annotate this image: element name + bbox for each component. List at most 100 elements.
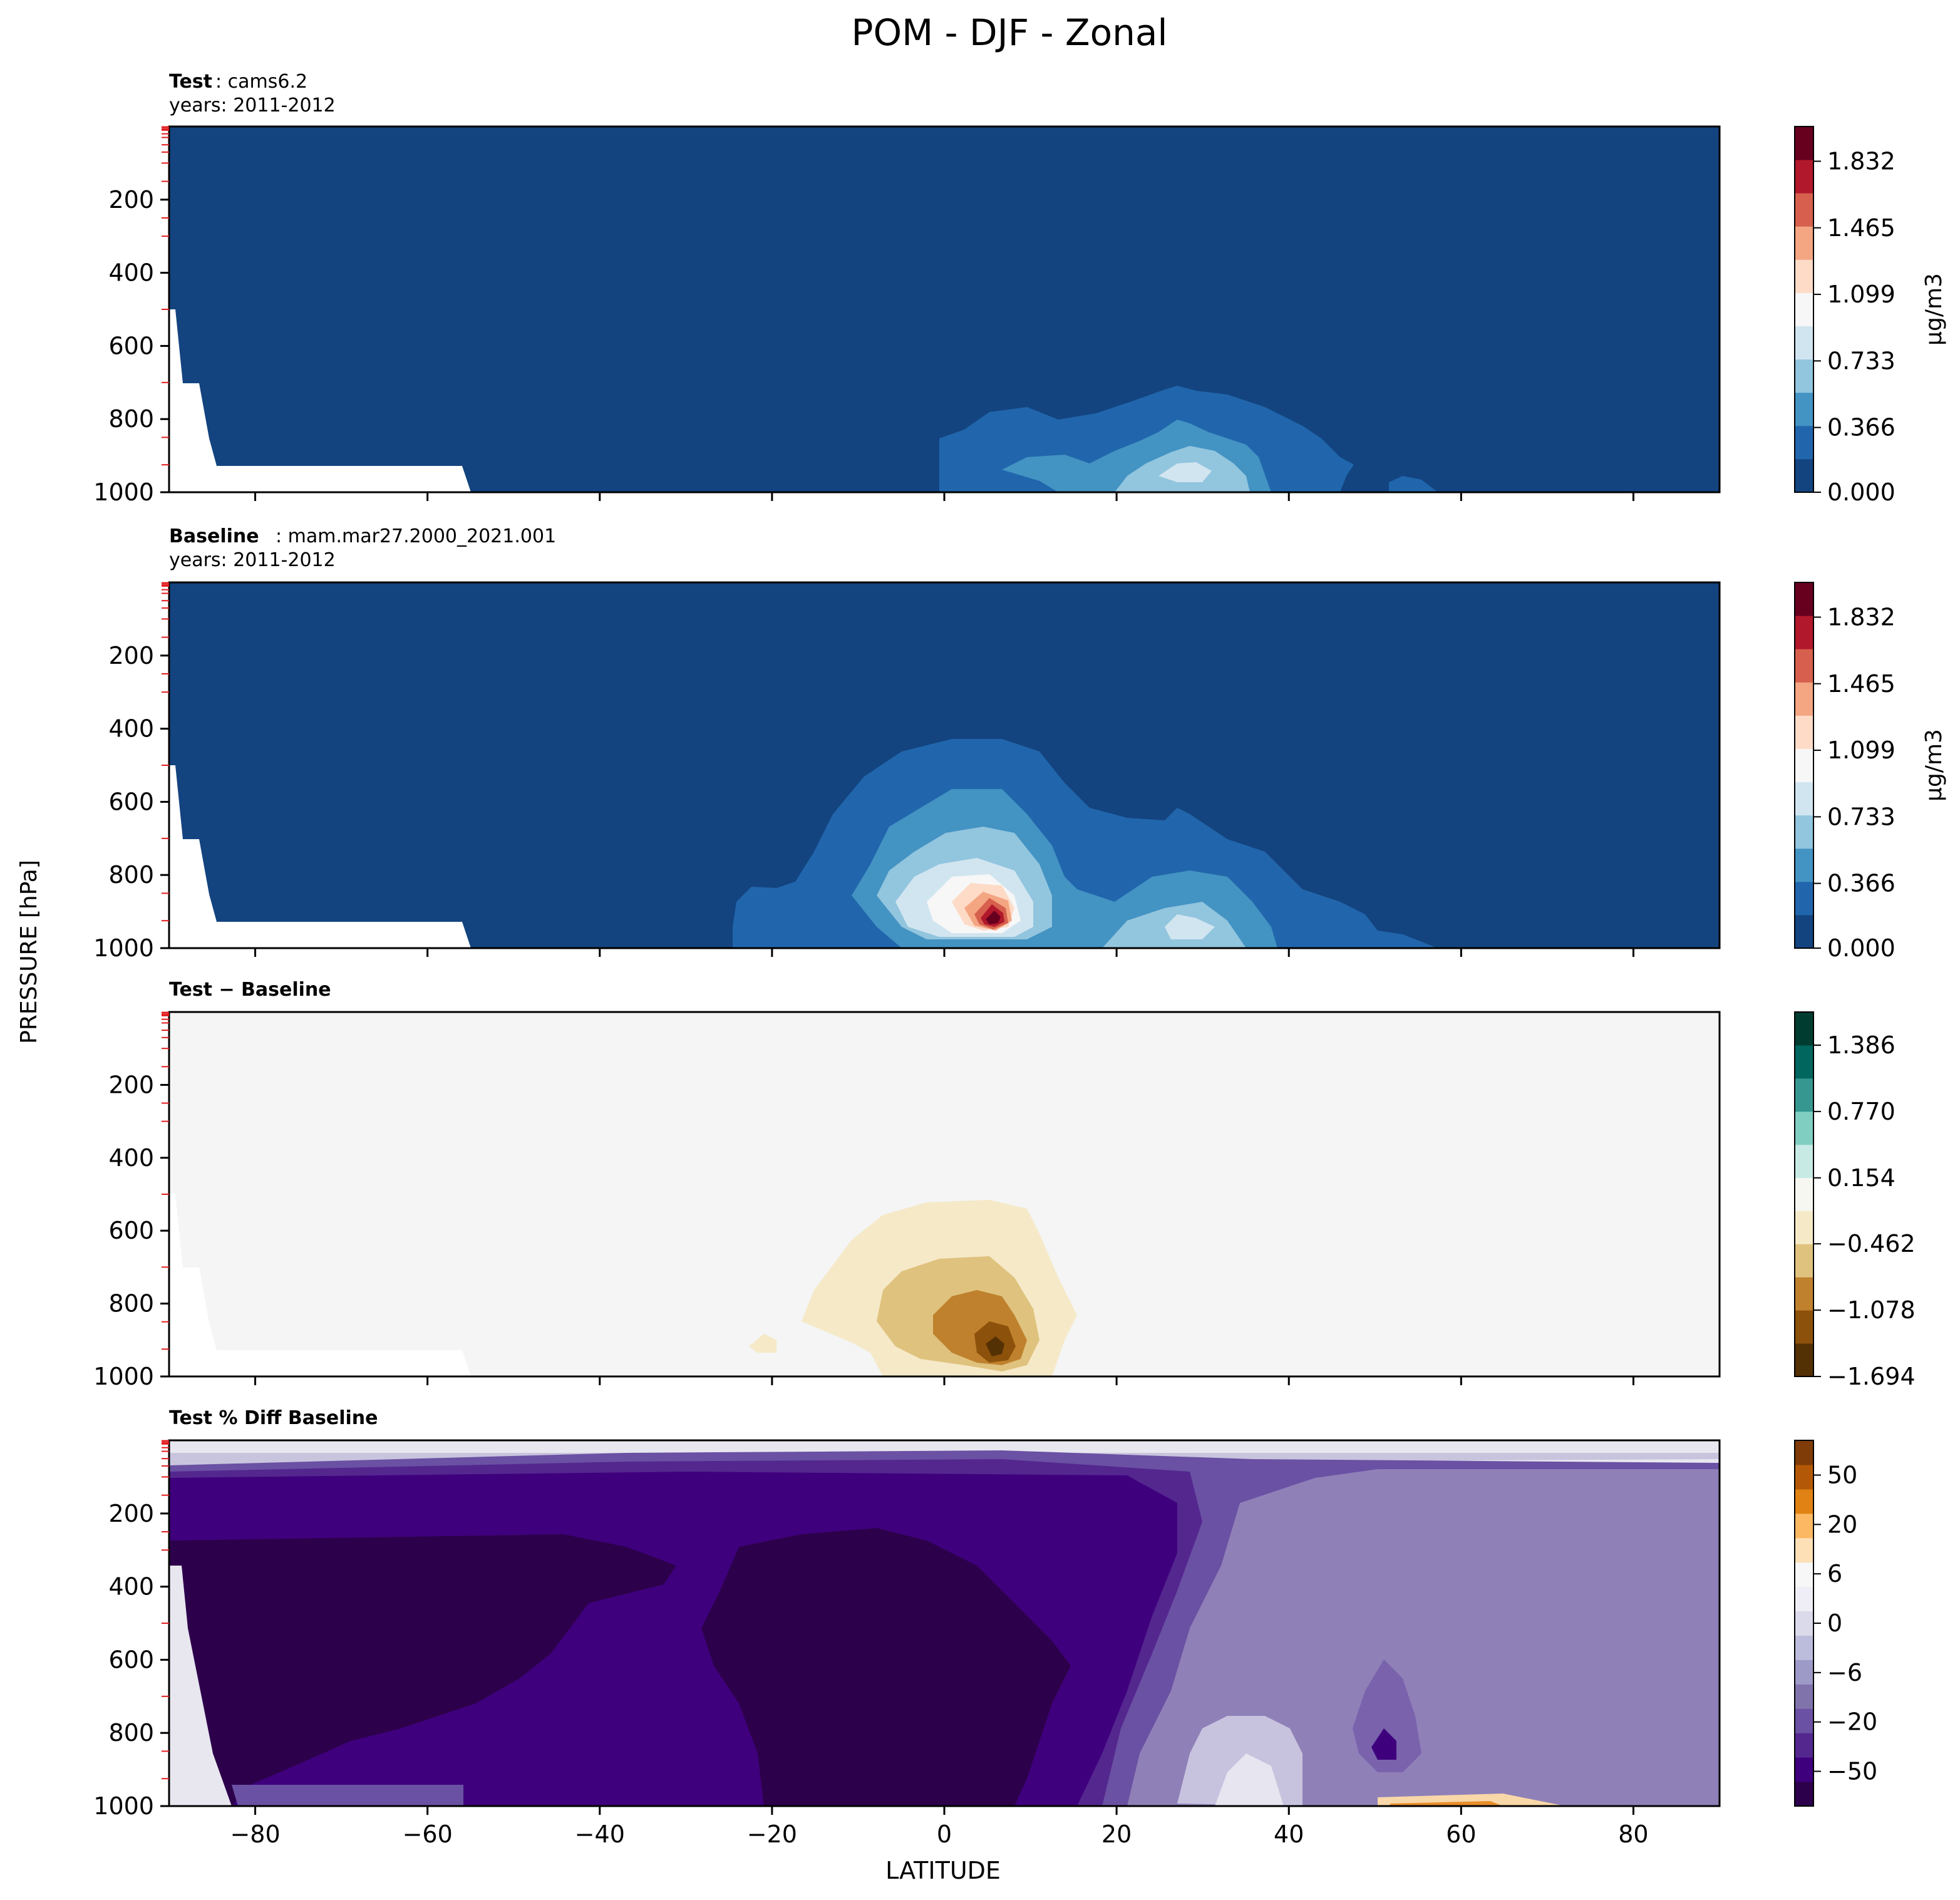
colorbars: 1.832 1.465 1.099 0.733 0.366 0.000 μg/m3 1.832…: [1794, 126, 1947, 1807]
x-tick-label: −60: [403, 1820, 453, 1848]
colorbar-segment: [1795, 715, 1813, 749]
colorbar-tick-label: 1.465: [1827, 214, 1896, 242]
colorbar-segment: [1795, 1277, 1813, 1311]
y-tick-label: 200: [108, 1071, 154, 1098]
colorbar-tick-label: −50: [1827, 1758, 1877, 1785]
y-tick-label: 600: [108, 332, 154, 359]
x-tick-label: 40: [1274, 1820, 1304, 1848]
panel-label-bold: Test − Baseline: [169, 979, 331, 1001]
colorbar-segment: [1795, 815, 1813, 849]
contour-plot: [169, 126, 1720, 492]
colorbar-segment: [1795, 193, 1813, 227]
colorbar-tick-label: −20: [1827, 1708, 1877, 1736]
axes-ticks: 2004006008001000200400600800100020040060…: [93, 126, 1649, 1848]
colorbar-segment: [1795, 649, 1813, 683]
colorbar-segment: [1795, 160, 1813, 194]
colorbar-segment: [1795, 1464, 1813, 1490]
panel-subtitle: years: 2011-2012: [169, 95, 336, 116]
colorbar-tick-label: 1.832: [1827, 603, 1896, 631]
colorbar-segment: [1795, 259, 1813, 293]
colorbar-segment: [1795, 458, 1813, 493]
colorbar-tick-label: 1.832: [1827, 147, 1896, 175]
panel-baseline: Baseline : mam.mar27.2000_2021.001 years…: [168, 525, 1721, 949]
x-tick-label: 60: [1446, 1820, 1476, 1848]
panel-difference: Test − Baseline: [168, 979, 1721, 1378]
colorbar-tick-label: 0.733: [1827, 803, 1896, 830]
colorbar-tick-label: 50: [1827, 1461, 1857, 1489]
colorbar-segment: [1795, 1489, 1813, 1514]
y-tick-label: 800: [108, 861, 154, 889]
colorbar-segment: [1795, 1757, 1813, 1782]
colorbar-segment: [1795, 1733, 1813, 1758]
colorbar-segment: [1795, 1144, 1813, 1179]
colorbar-segment: [1795, 1562, 1813, 1588]
colorbar-tick-label: 0.154: [1827, 1164, 1896, 1192]
colorbar-segment: [1795, 1611, 1813, 1636]
colorbar-segment: [1795, 848, 1813, 882]
x-tick-label: 20: [1101, 1820, 1132, 1848]
x-tick-label: 80: [1618, 1820, 1648, 1848]
x-tick-label: −40: [575, 1820, 625, 1848]
colorbar-tick-label: −1.078: [1827, 1296, 1916, 1324]
x-tick-label: −80: [230, 1820, 280, 1848]
y-tick-label: 600: [108, 1217, 154, 1244]
colorbar-tick-label: −0.462: [1827, 1230, 1916, 1257]
y-tick-label: 400: [108, 1144, 154, 1172]
colorbar-segment: [1795, 1440, 1813, 1465]
colorbar-segment: [1795, 1177, 1813, 1211]
y-tick-label: 1000: [93, 478, 154, 506]
colorbar-tick-label: 1.386: [1827, 1031, 1896, 1059]
colorbar-segment: [1795, 1684, 1813, 1709]
x-tick-label: 0: [937, 1820, 952, 1848]
colorbar-segment: [1795, 881, 1813, 916]
contour-plot: [169, 1440, 1720, 1806]
colorbar-tick-label: 1.099: [1827, 281, 1896, 308]
colorbar-segment: [1795, 914, 1813, 949]
colorbar-segment: [1795, 1078, 1813, 1112]
y-tick-label: 1000: [93, 934, 154, 962]
colorbar-segment: [1795, 425, 1813, 460]
panel-label-bold: Test % Diff Baseline: [169, 1407, 378, 1429]
colorbar-segment: [1795, 1537, 1813, 1563]
colorbar-segment: [1795, 392, 1813, 426]
y-tick-label: 1000: [93, 1792, 154, 1820]
colorbar-segment: [1795, 682, 1813, 716]
colorbar-tick-label: 0.000: [1827, 934, 1896, 962]
panel-label-bold: Baseline: [169, 525, 259, 547]
y-tick-label: 600: [108, 788, 154, 815]
y-axis-label: PRESSURE [hPa]: [16, 860, 42, 1044]
panel-label-rest: : cams6.2: [215, 71, 307, 93]
contour-plot: [169, 582, 1720, 948]
colorbar-segment: [1795, 782, 1813, 816]
colorbar-tick-label: 0.770: [1827, 1098, 1896, 1125]
colorbar-tick-label: −6: [1827, 1659, 1862, 1686]
colorbar-frame: [1794, 126, 1814, 493]
colorbar-segment: [1795, 1211, 1813, 1244]
y-tick-label: 400: [108, 715, 154, 743]
colorbar-segment: [1795, 359, 1813, 393]
x-tick-label: −20: [747, 1820, 797, 1848]
colorbar-tick-label: 1.465: [1827, 670, 1896, 698]
y-tick-label: 200: [108, 186, 154, 214]
colorbar-segment: [1795, 748, 1813, 783]
colorbar-label: μg/m3: [1921, 729, 1947, 802]
y-tick-label: 200: [108, 1500, 154, 1527]
colorbar-segment: [1795, 1660, 1813, 1685]
y-tick-label: 1000: [93, 1363, 154, 1390]
colorbar-segment: [1795, 1586, 1813, 1612]
colorbar-segment: [1795, 1244, 1813, 1278]
colorbar-segment: [1795, 126, 1813, 160]
colorbar-tick-label: 0.366: [1827, 870, 1896, 897]
colorbar-label: μg/m3: [1921, 273, 1947, 346]
colorbar-tick-label: 0.733: [1827, 347, 1896, 374]
colorbar-tick-label: 6: [1827, 1560, 1842, 1588]
y-tick-label: 200: [108, 642, 154, 669]
colorbar-tick-label: 1.099: [1827, 736, 1896, 764]
y-tick-label: 600: [108, 1646, 154, 1673]
x-axis-label: LATITUDE: [885, 1857, 1001, 1884]
contour-plot: [169, 1012, 1720, 1376]
colorbar-segment: [1795, 616, 1813, 649]
figure-title: POM - DJF - Zonal: [851, 11, 1167, 54]
colorbar-tick-label: 20: [1827, 1510, 1857, 1538]
colorbar-tick-label: 0: [1827, 1609, 1842, 1637]
